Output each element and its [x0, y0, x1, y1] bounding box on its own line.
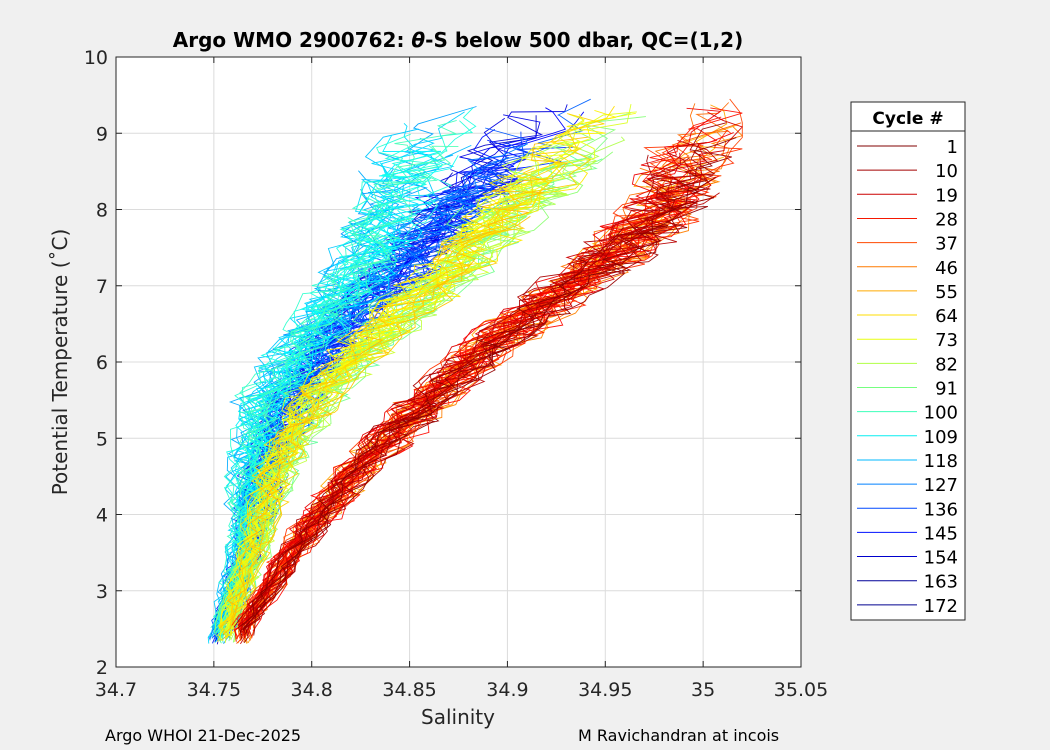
footer-source: Argo WHOI 21-Dec-2025: [105, 726, 302, 745]
profile-line: [231, 215, 531, 630]
profile-lines: [207, 98, 744, 645]
y-tick-label: 7: [96, 276, 108, 298]
profile-line: [219, 145, 561, 629]
legend-entry-label: 172: [924, 596, 958, 617]
profile-line: [218, 133, 412, 630]
legend-entry-label: 19: [935, 185, 958, 206]
legend-entry-label: 109: [924, 427, 958, 448]
title-part-2: -S below 500 dbar, QC=(1,2): [425, 28, 743, 52]
legend-entry-label: 1: [947, 137, 958, 158]
profile-line: [223, 111, 637, 634]
legend-entry-label: 118: [924, 451, 958, 472]
profile-line: [222, 136, 589, 635]
y-axis-label: Potential Temperature (˚C): [48, 229, 72, 496]
legend-title: Cycle #: [872, 109, 943, 129]
profile-line: [253, 178, 699, 636]
profile-line: [220, 113, 605, 642]
x-tick-label: 34.7: [95, 679, 137, 701]
legend-entry-label: 91: [935, 379, 958, 400]
legend-entry-label: 28: [935, 209, 958, 230]
profile-line: [229, 145, 592, 626]
legend-entry-label: 163: [924, 572, 958, 593]
legend-entry-label: 82: [935, 354, 958, 375]
x-tick-label: 35: [691, 679, 715, 701]
legend-entry-label: 127: [924, 475, 958, 496]
y-tick-label: 2: [96, 657, 108, 679]
legend-entry-label: 136: [924, 499, 958, 520]
profile-line: [233, 154, 667, 628]
y-tick-label: 10: [84, 47, 108, 69]
y-tick-label: 4: [96, 505, 108, 527]
legend-entry-label: 154: [924, 548, 958, 569]
x-tick-label: 34.95: [578, 679, 632, 701]
y-tick-label: 8: [96, 200, 108, 222]
profile-line: [243, 137, 737, 644]
chart-title: Argo WMO 2900762: θ-S below 500 dbar, QC…: [173, 28, 743, 52]
y-tick-label: 9: [96, 123, 108, 145]
x-tick-label: 35.05: [774, 679, 828, 701]
y-tick-label: 6: [96, 352, 108, 374]
title-theta: θ: [411, 28, 425, 52]
footer-credit: M Ravichandran at incois: [578, 726, 780, 745]
profile-line: [240, 139, 718, 645]
legend-entry-label: 100: [924, 403, 958, 424]
legend-entry-label: 46: [935, 258, 958, 279]
profile-line: [248, 192, 720, 634]
profile-line: [216, 113, 585, 642]
legend-entry-label: 55: [935, 282, 958, 303]
legend-entry-label: 10: [935, 161, 958, 182]
profile-line: [219, 215, 497, 629]
y-tick-label: 5: [96, 428, 108, 450]
axis-ticks: 34.7 34.75 34.8 34.85 34.9 34.95 35 35.05 2 3 4 5 6 7…: [84, 47, 828, 701]
legend-entry-label: 37: [935, 234, 958, 255]
profile-line: [220, 113, 585, 633]
profile-line: [242, 176, 717, 631]
profile-line: [217, 162, 427, 638]
x-tick-label: 34.85: [382, 679, 436, 701]
legend-box: [850, 101, 966, 621]
x-axis-label: Salinity: [421, 705, 495, 729]
profile-line: [228, 109, 617, 628]
legend-entry-label: 64: [935, 306, 958, 327]
legend: Cycle # 1 10 19 28 37 46 55 64 73 82 91 100 109 118 12…: [850, 101, 966, 621]
title-part-1: Argo WMO 2900762:: [173, 28, 412, 52]
legend-entry-label: 73: [935, 330, 958, 351]
profile-line: [237, 197, 670, 627]
y-tick-label: 3: [96, 581, 108, 603]
profile-line: [216, 184, 405, 631]
profile-line: [237, 225, 668, 636]
x-tick-label: 34.8: [291, 679, 333, 701]
legend-entry-label: 145: [924, 523, 958, 544]
x-tick-label: 34.9: [486, 679, 528, 701]
x-tick-label: 34.75: [187, 679, 241, 701]
